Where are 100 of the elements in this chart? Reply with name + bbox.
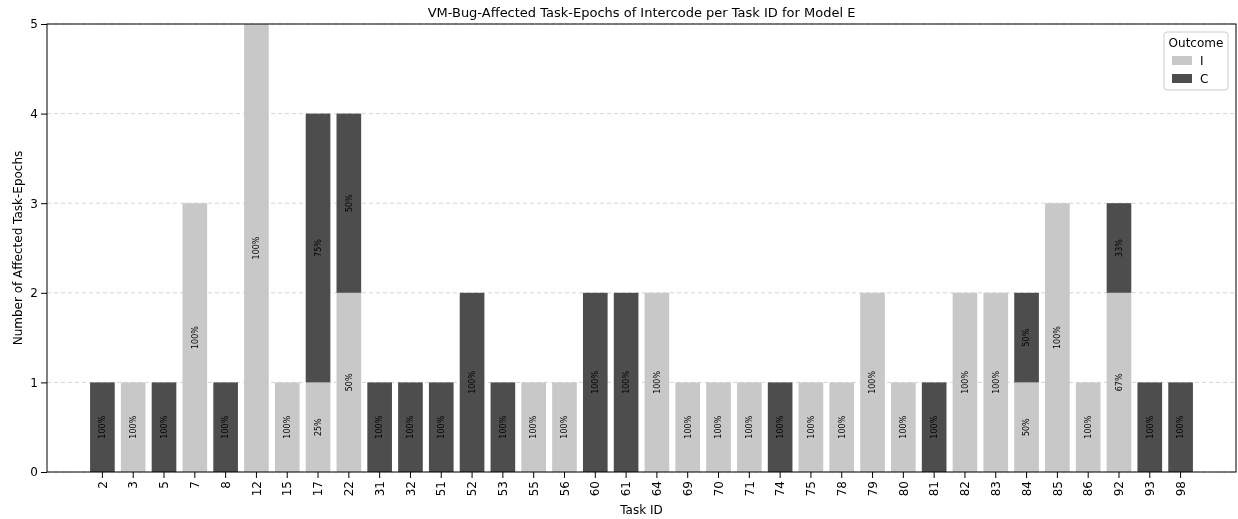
y-tick-label: 4 <box>30 106 38 121</box>
bar <box>336 113 362 293</box>
y-tick-label: 3 <box>30 196 38 211</box>
y-tick-label: 0 <box>30 465 38 480</box>
annotation: 100% <box>560 415 570 439</box>
annotation: 100% <box>406 415 416 439</box>
x-tick-label: 85 <box>1050 481 1065 497</box>
annotation: 100% <box>837 415 847 439</box>
bar <box>367 382 392 472</box>
bar <box>213 382 238 472</box>
annotation: 100% <box>652 370 662 394</box>
annotation: 100% <box>899 415 909 439</box>
annotation: 100% <box>529 415 539 439</box>
annotation: 100% <box>591 370 601 394</box>
annotation: 100% <box>467 370 477 394</box>
bar <box>490 382 516 472</box>
x-axis-title: Task ID <box>619 503 663 517</box>
x-tick-label: 2 <box>95 481 110 489</box>
x-tick-label: 3 <box>126 481 141 489</box>
annotation: 100% <box>621 370 631 394</box>
x-tick-label: 75 <box>804 481 819 497</box>
x-tick-label: 22 <box>342 481 357 497</box>
x-tick-label: 56 <box>557 481 572 497</box>
bar <box>582 292 608 472</box>
annotation: 100% <box>683 415 693 439</box>
x-tick-label: 8 <box>218 481 233 489</box>
annotation: 100% <box>960 370 970 394</box>
x-tick-label: 80 <box>896 481 911 497</box>
x-tick-label: 53 <box>496 481 511 497</box>
x-tick-label: 55 <box>526 481 541 497</box>
x-tick-label: 60 <box>588 481 603 497</box>
x-tick-label: 31 <box>372 481 387 497</box>
bar <box>921 382 947 472</box>
x-tick-label: 61 <box>619 481 634 497</box>
x-tick-label: 15 <box>280 481 295 497</box>
x-tick-label: 81 <box>927 481 942 497</box>
legend-label: I <box>1200 54 1204 68</box>
x-tick-label: 70 <box>711 481 726 497</box>
x-tick-label: 52 <box>465 481 480 497</box>
chart-title: VM-Bug-Affected Task-Epochs of Intercode per Task ID for Model E <box>427 5 856 20</box>
annotation: 100% <box>190 325 200 350</box>
y-tick-label: 2 <box>30 286 38 301</box>
bar <box>459 292 485 472</box>
annotation: 100% <box>129 415 139 439</box>
bar <box>613 292 639 472</box>
annotation: 100% <box>98 415 108 439</box>
bar <box>1075 382 1101 472</box>
annotation: 50% <box>344 193 354 213</box>
legend-title: Outcome <box>1168 36 1224 50</box>
x-tick-label: 17 <box>311 481 326 497</box>
annotation: 100% <box>868 370 878 394</box>
x-tick-label: 83 <box>988 481 1003 497</box>
x-tick-label: 78 <box>834 481 849 497</box>
bar <box>767 382 793 472</box>
annotation: 100% <box>991 370 1001 394</box>
x-tick-label: 82 <box>958 481 973 497</box>
annotation: 100% <box>775 415 785 439</box>
x-tick-label: 32 <box>403 481 418 497</box>
annotation: 100% <box>806 415 816 439</box>
bar <box>151 382 177 472</box>
y-axis-title: Number of Affected Task-Epochs <box>11 150 25 346</box>
annotation: 50% <box>1022 328 1032 347</box>
y-tick-label: 1 <box>30 375 38 390</box>
x-tick-label: 74 <box>773 481 788 497</box>
annotation: 100% <box>1176 415 1186 439</box>
x-tick-label: 98 <box>1173 481 1188 497</box>
annotation: 100% <box>375 415 385 439</box>
annotation: 100% <box>221 415 231 439</box>
annotation: 50% <box>344 373 354 392</box>
annotation: 100% <box>437 415 447 439</box>
annotation: 67% <box>1114 373 1124 392</box>
legend-label: C <box>1200 72 1209 86</box>
annotation: 100% <box>283 415 293 439</box>
annotation: 75% <box>313 238 323 257</box>
bar <box>398 382 423 472</box>
x-tick-label: 7 <box>188 481 203 489</box>
annotation: 100% <box>1083 415 1093 439</box>
annotation: 100% <box>498 415 508 439</box>
bar <box>305 113 331 383</box>
x-tick-label: 93 <box>1142 481 1157 497</box>
bar <box>1014 292 1039 383</box>
x-tick-label: 79 <box>865 481 880 497</box>
x-tick-label: 5 <box>157 481 172 489</box>
annotation: 100% <box>159 415 169 439</box>
bar <box>1106 203 1132 293</box>
annotation: 33% <box>1114 238 1124 257</box>
annotation: 100% <box>929 415 939 439</box>
bar <box>1168 382 1193 472</box>
annotation: 100% <box>1145 415 1155 439</box>
x-tick-label: 71 <box>742 481 757 497</box>
annotation: 25% <box>313 417 323 437</box>
bar <box>1137 382 1163 472</box>
bar <box>428 382 454 472</box>
x-tick-label: 51 <box>434 481 449 497</box>
annotation: 50% <box>1022 417 1032 437</box>
x-tick-label: 92 <box>1112 481 1127 497</box>
x-tick-label: 12 <box>249 481 264 497</box>
annotation: 100% <box>714 415 724 439</box>
x-tick-label: 84 <box>1019 481 1034 497</box>
x-tick-label: 69 <box>680 481 695 497</box>
